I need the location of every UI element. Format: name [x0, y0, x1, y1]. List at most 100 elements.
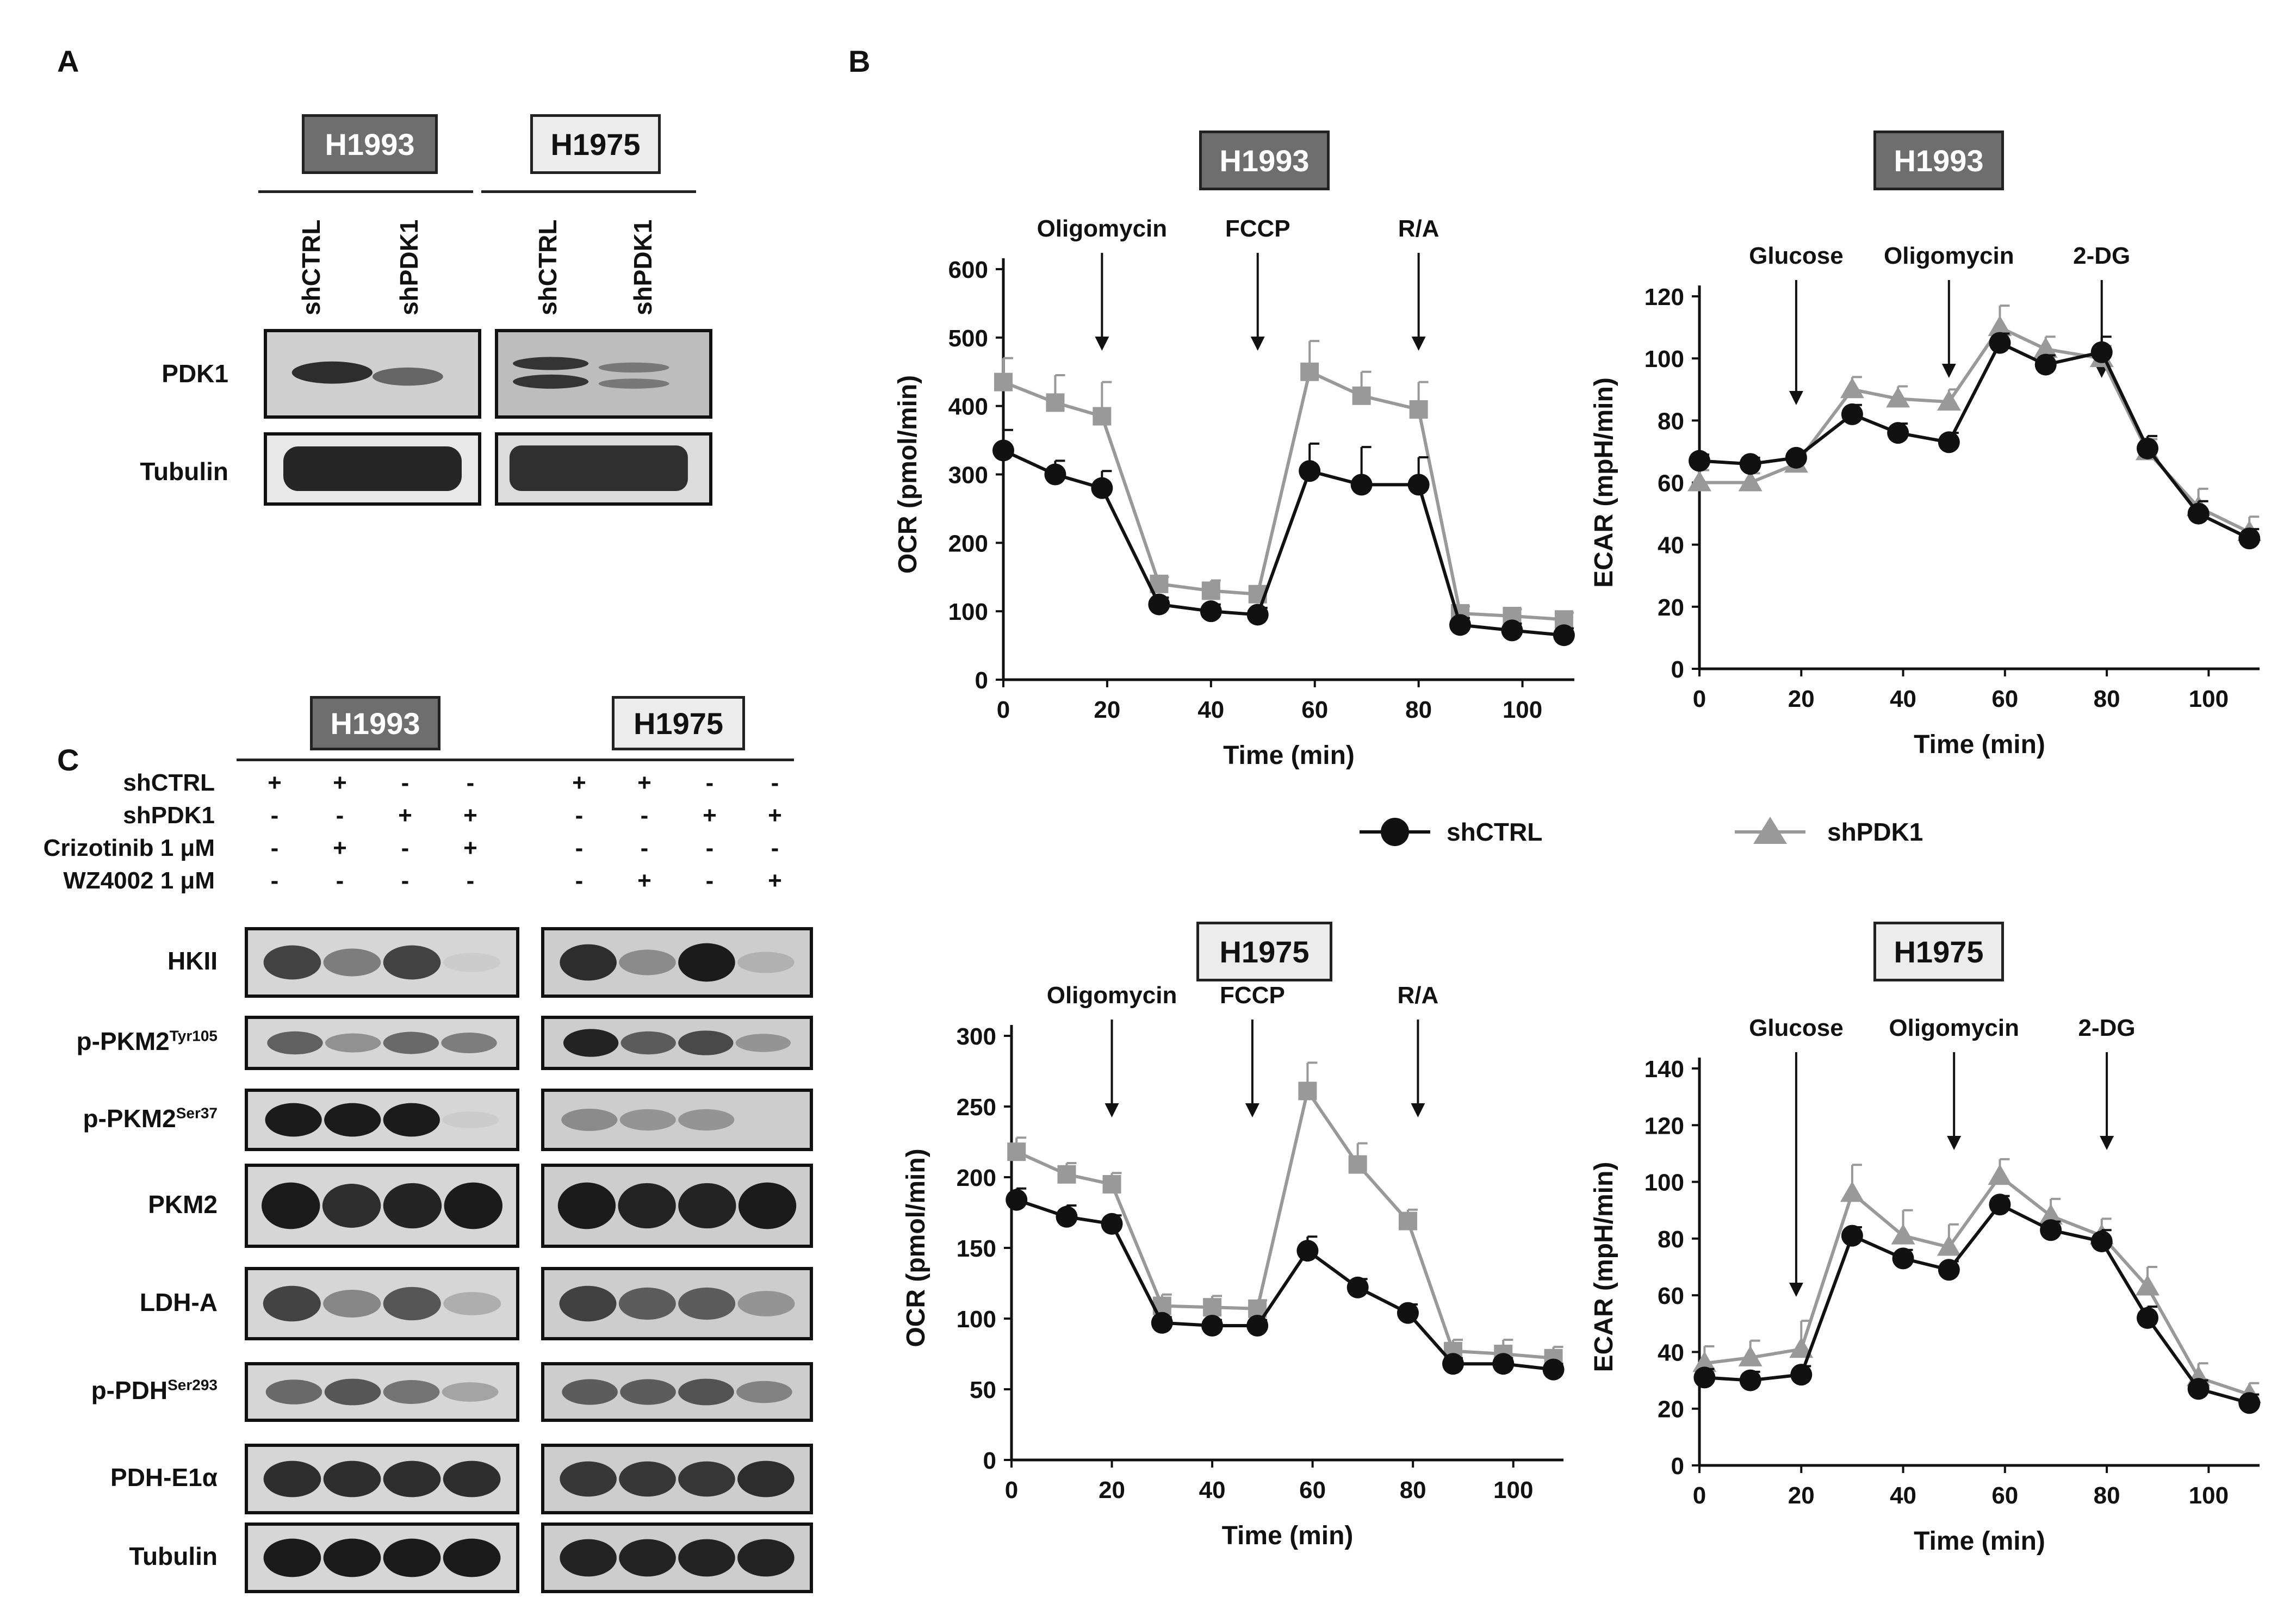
panel-letter-c: C — [57, 743, 79, 777]
legend-marker-shctrl — [1381, 818, 1409, 846]
injection-label: Oligomycin — [1037, 215, 1168, 242]
chart-title: H1975 — [1196, 922, 1332, 981]
blot-band — [442, 1111, 499, 1128]
divider-line — [258, 190, 473, 193]
data-point — [2040, 1219, 2062, 1241]
blot-band-strip — [245, 1362, 519, 1422]
y-tick-label: 500 — [948, 325, 988, 352]
blot-band-strip — [541, 927, 813, 998]
blot-band — [263, 1285, 321, 1322]
data-point — [2034, 353, 2057, 376]
treatment-sign: - — [705, 867, 714, 894]
injection-label: 2-DG — [2073, 243, 2130, 269]
treatment-sign: + — [572, 769, 586, 796]
blot-band — [323, 948, 381, 977]
y-tick-label: 80 — [1658, 1226, 1684, 1253]
data-point — [1689, 450, 1710, 472]
blot-band — [560, 1539, 617, 1577]
blot-band — [383, 1380, 440, 1404]
data-point — [2187, 502, 2210, 525]
blot-row-name: p-PKM2 — [83, 1104, 176, 1133]
data-point — [1937, 1235, 1961, 1256]
blot-band — [618, 1287, 676, 1320]
y-tick-label: 0 — [1671, 656, 1684, 683]
blot-band-strip — [245, 1164, 519, 1248]
y-tick-label: 80 — [1658, 408, 1684, 434]
y-axis-label: ECAR (mpH/min) — [1590, 377, 1618, 588]
blot-band — [383, 1183, 442, 1229]
blot-band — [678, 1183, 736, 1229]
data-point — [1151, 1312, 1173, 1334]
y-tick-label: 120 — [1645, 284, 1684, 310]
blot-row-label: LDH-A — [0, 1288, 218, 1317]
x-tick-label: 60 — [1299, 1477, 1326, 1503]
x-tick-label: 20 — [1094, 697, 1120, 723]
injection-label: Oligomycin — [1047, 982, 1177, 1009]
data-point — [1046, 393, 1065, 412]
data-point — [1937, 390, 1961, 411]
blot-band — [559, 1285, 617, 1322]
data-point — [1989, 1194, 2011, 1216]
y-tick-label: 150 — [957, 1235, 996, 1262]
injection-label: FCCP — [1220, 982, 1285, 1009]
data-point — [1841, 1225, 1863, 1247]
series-line-shctrl — [1704, 1202, 2250, 1405]
treatment-sign: - — [771, 769, 779, 796]
blot-row-superscript: Ser37 — [176, 1104, 218, 1122]
treatment-label: shCTRL — [123, 769, 215, 796]
y-tick-label: 20 — [1658, 1396, 1684, 1423]
treatment-sign: - — [270, 802, 279, 829]
blot-row-name: p-PKM2 — [76, 1027, 170, 1055]
data-point — [2090, 1231, 2113, 1253]
treatment-sign: - — [575, 802, 584, 829]
data-point — [1093, 407, 1112, 426]
data-point — [1988, 315, 2012, 337]
blot-row-label: PDK1 — [162, 359, 228, 388]
data-point — [1886, 387, 1910, 408]
blot-band-strip — [245, 927, 519, 998]
blot-band — [383, 1031, 439, 1054]
blot-band-strip — [541, 1089, 813, 1151]
data-point — [2187, 1378, 2210, 1400]
blot-row-label: Tubulin — [140, 457, 228, 486]
data-point — [1442, 1353, 1464, 1375]
data-point — [1091, 477, 1113, 499]
y-axis-label: OCR (pmol/min) — [902, 1148, 930, 1347]
data-point — [1102, 1175, 1121, 1194]
treatment-sign: - — [640, 835, 649, 861]
treatment-sign: + — [398, 802, 412, 829]
blot-band — [322, 1184, 381, 1228]
x-tick-label: 100 — [2189, 686, 2229, 712]
treatment-sign: - — [270, 867, 279, 894]
injection-arrowhead — [1104, 1103, 1119, 1117]
x-axis-label: Time (min) — [1914, 1527, 2045, 1556]
y-tick-label: 200 — [948, 530, 988, 557]
blot-band — [678, 1109, 735, 1131]
x-tick-label: 80 — [1400, 1477, 1426, 1503]
data-point — [1056, 1205, 1078, 1228]
injection-label: R/A — [1398, 215, 1439, 242]
treatment-sign: + — [268, 769, 282, 796]
y-tick-label: 20 — [1658, 594, 1684, 621]
treatment-label: shPDK1 — [123, 802, 215, 829]
blot-row-name: p-PDH — [91, 1376, 168, 1405]
data-point — [1246, 604, 1269, 626]
chart: H1975 0 20 40 60 80 100 120 140 0 20 40 60 80 100 Time … — [1577, 897, 2296, 1615]
lane-label: shPDK1 — [395, 219, 423, 315]
lane-label: shPDK1 — [629, 219, 657, 315]
blot-band — [737, 952, 795, 973]
data-point — [1296, 1240, 1319, 1262]
injection-label: Oligomycin — [1884, 243, 2014, 269]
x-tick-label: 0 — [997, 697, 1010, 723]
blot-band — [735, 1034, 791, 1052]
blot-band — [324, 1378, 381, 1406]
blot-band — [678, 1030, 734, 1055]
data-point — [1738, 1345, 1763, 1366]
data-point — [1739, 453, 1761, 475]
blot-row-label: p-PDHSer293 — [0, 1376, 218, 1405]
x-tick-label: 60 — [1301, 697, 1328, 723]
blot-band — [619, 1109, 676, 1131]
injection-arrowhead — [1947, 1136, 1962, 1150]
treatment-sign: + — [768, 867, 782, 894]
blot-band — [678, 1287, 736, 1320]
